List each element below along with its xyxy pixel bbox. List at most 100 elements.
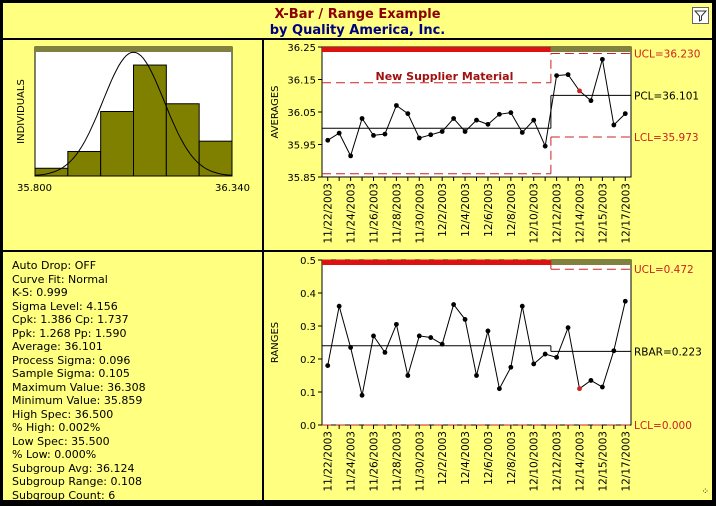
averages-center-label: PCL=36.101 xyxy=(634,90,699,102)
chart-title: X-Bar / Range Example xyxy=(274,7,441,22)
averages-panel: 35.85 35.95 36.05 36.15 36.25 AVERAGES UCL=36.… xyxy=(264,40,712,250)
ranges-point xyxy=(359,392,365,398)
averages-point-out-of-control xyxy=(577,88,582,94)
averages-xtick-label: 11/28/2003 xyxy=(391,183,403,244)
ranges-point xyxy=(622,298,628,304)
averages-point xyxy=(359,116,365,121)
ranges-xtick-label: 12/6/2003 xyxy=(483,431,495,485)
averages-phase1-band xyxy=(322,47,551,52)
ranges-point xyxy=(371,333,376,339)
averages-point xyxy=(519,130,525,135)
averages-ytick-label: 36.25 xyxy=(287,43,316,54)
stat-line: Subgroup Range: 0.108 xyxy=(12,475,142,488)
stat-line: % High: 0.002% xyxy=(12,421,101,434)
stat-line: Subgroup Count: 6 xyxy=(12,488,116,502)
averages-xtick-label: 12/14/2003 xyxy=(575,183,587,244)
stat-line: Process Sigma: 0.096 xyxy=(12,353,131,367)
averages-point xyxy=(588,98,594,104)
histogram-bar xyxy=(165,103,200,177)
ranges-point xyxy=(554,354,560,360)
ranges-center-label: RBAR=0.223 xyxy=(634,346,702,358)
ranges-point xyxy=(336,303,342,309)
ranges-chart: 0.0 0.1 0.2 0.3 0.4 0.5 RANGES UCL=0.472 RBAR=0.… xyxy=(270,256,702,492)
averages-ytick-label: 36.15 xyxy=(287,76,316,87)
ranges-xtick-label: 11/26/2003 xyxy=(369,431,381,492)
ranges-point xyxy=(451,302,457,307)
ranges-xtick-label: 12/4/2003 xyxy=(460,431,472,485)
filter-icon[interactable] xyxy=(692,7,709,24)
ranges-ucl-label: UCL=0.472 xyxy=(634,264,694,276)
averages-plot-area xyxy=(321,46,632,178)
ranges-phase2-band xyxy=(550,260,631,265)
averages-xtick-label: 12/6/2003 xyxy=(483,183,495,237)
averages-point xyxy=(496,111,502,117)
ranges-point xyxy=(325,363,331,368)
ranges-xtick-label: 12/2/2003 xyxy=(437,431,449,485)
histogram-bar xyxy=(198,140,233,177)
averages-point xyxy=(439,129,445,134)
averages-xtick-label: 11/24/2003 xyxy=(346,183,358,244)
averages-point xyxy=(462,129,468,134)
ranges-point xyxy=(393,321,399,327)
ranges-point xyxy=(508,364,514,370)
averages-point xyxy=(416,135,422,141)
histogram-bar xyxy=(67,150,102,177)
ranges-point xyxy=(519,303,525,309)
ranges-plot-area xyxy=(321,259,632,426)
stat-line: % Low: 0.000% xyxy=(12,448,97,461)
averages-point xyxy=(348,153,354,159)
averages-xtick-label: 12/15/2003 xyxy=(597,183,609,244)
averages-xtick-label: 12/4/2003 xyxy=(460,183,472,237)
averages-point xyxy=(542,143,548,149)
stat-line: Sigma Level: 4.156 xyxy=(12,299,118,313)
averages-point xyxy=(565,72,571,78)
ranges-ytick-label: 0.2 xyxy=(300,355,316,366)
averages-point xyxy=(405,111,411,117)
ranges-xtick-label: 11/30/2003 xyxy=(414,431,426,492)
averages-xtick-label: 12/8/2003 xyxy=(506,183,518,237)
averages-point xyxy=(508,110,514,116)
stat-line: Maximum Value: 36.308 xyxy=(12,380,146,394)
ranges-xtick-label: 11/22/2003 xyxy=(323,431,335,492)
ranges-xtick-label: 12/14/2003 xyxy=(575,431,587,492)
ranges-xtick-label: 12/15/2003 xyxy=(597,431,609,492)
ranges-xtick-label: 12/10/2003 xyxy=(529,431,541,492)
ranges-xtick-label: 12/12/2003 xyxy=(552,431,564,492)
ranges-xtick-label: 11/24/2003 xyxy=(346,431,358,492)
ranges-point xyxy=(588,378,594,383)
averages-point xyxy=(485,121,491,127)
ranges-point xyxy=(474,373,479,378)
averages-xtick-label: 12/17/2003 xyxy=(620,183,632,244)
stat-line: Minimum Value: 35.859 xyxy=(12,394,143,407)
ranges-phase1-band xyxy=(322,260,551,265)
averages-point xyxy=(611,122,617,128)
stat-line: Cpk: 1.386 Cp: 1.737 xyxy=(12,313,129,326)
averages-xtick-label: 12/2/2003 xyxy=(437,183,449,237)
ranges-point xyxy=(565,325,571,331)
ranges-ytick-label: 0.1 xyxy=(300,388,316,399)
ranges-point xyxy=(439,341,445,347)
resize-grip-icon[interactable]: ⁘ xyxy=(701,487,709,497)
averages-xtick-label: 12/10/2003 xyxy=(529,183,541,244)
averages-xtick-label: 11/22/2003 xyxy=(323,183,335,244)
ranges-xtick-label: 11/28/2003 xyxy=(391,431,403,492)
statistics-panel: Auto Drop: OFF Curve Fit: Normal K-S: 0.99… xyxy=(3,252,262,502)
averages-ucl-label: UCL=36.230 xyxy=(634,49,700,61)
ranges-point xyxy=(611,348,617,354)
statistics-list: Auto Drop: OFF Curve Fit: Normal K-S: 0.99… xyxy=(12,259,146,502)
ranges-panel: 0.0 0.1 0.2 0.3 0.4 0.5 RANGES UCL=0.472 RBAR=0.… xyxy=(264,252,712,500)
stat-line: K-S: 0.999 xyxy=(12,286,68,299)
averages-ytick-label: 35.85 xyxy=(287,173,316,184)
ranges-lcl-label: LCL=0.000 xyxy=(634,420,692,432)
stat-line: Average: 36.101 xyxy=(12,340,103,353)
averages-chart: 35.85 35.95 36.05 36.15 36.25 AVERAGES UCL=36.… xyxy=(270,43,700,244)
ranges-point xyxy=(416,333,422,339)
averages-lcl-label: LCL=35.973 xyxy=(634,132,699,144)
histogram-xtick-max: 36.340 xyxy=(215,183,250,194)
averages-annotation: New Supplier Material xyxy=(375,70,513,83)
averages-point xyxy=(451,116,457,121)
averages-ytick-label: 36.05 xyxy=(287,108,316,119)
ranges-point xyxy=(462,317,468,322)
stat-line: Low Spec: 35.500 xyxy=(12,434,110,448)
